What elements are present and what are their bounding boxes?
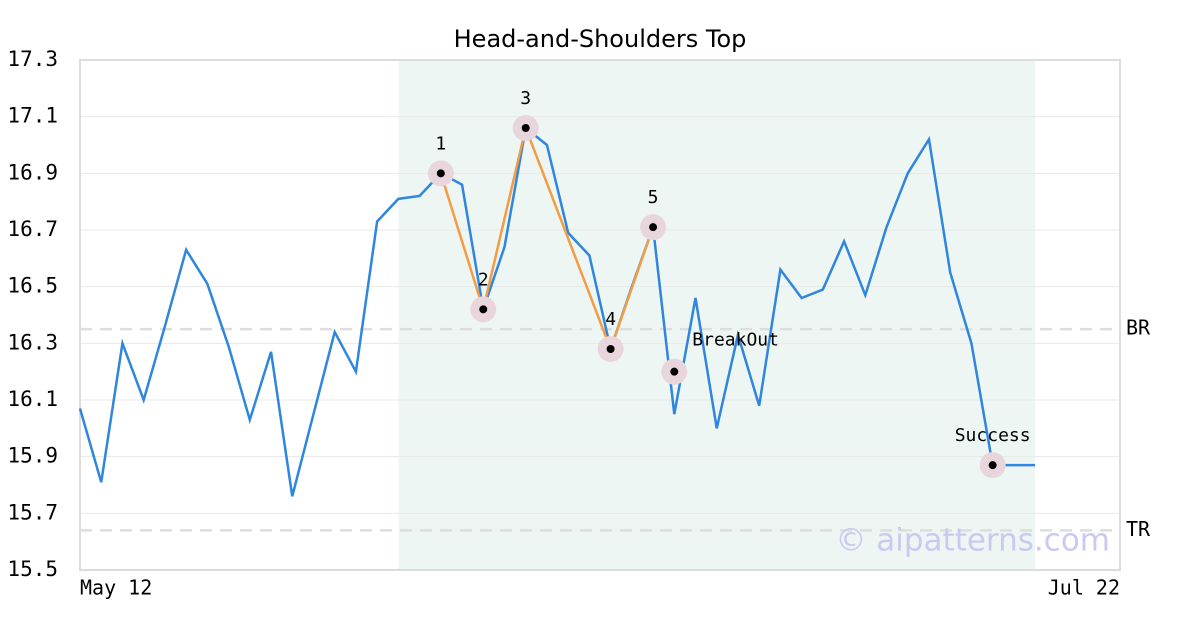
marker-dot (436, 169, 445, 178)
y-tick-label: 15.5 (7, 557, 58, 581)
watermark: © aipatterns.com (835, 523, 1110, 559)
y-tick-label: 16.5 (7, 274, 58, 298)
y-tick-label: 17.1 (7, 104, 58, 128)
plot-frame (79, 59, 1121, 571)
point-label: 5 (648, 187, 659, 208)
marker-dot (670, 367, 679, 376)
level-label: TR (1126, 517, 1151, 541)
level-label: BR (1126, 316, 1151, 340)
marker-dot (479, 305, 488, 314)
marker-dot (606, 345, 615, 353)
price-line (78, 125, 1036, 497)
y-tick-label: 16.3 (7, 330, 58, 354)
x-tick-label: May 12 (80, 576, 152, 600)
y-tick-label: 15.7 (7, 500, 58, 524)
y-tick-label: 16.1 (7, 387, 58, 411)
y-tick-label: 16.7 (7, 217, 58, 241)
point-label: 3 (520, 88, 531, 109)
marker-dot (649, 223, 658, 232)
point-label: Success (955, 425, 1031, 446)
y-tick-label: 16.9 (7, 160, 58, 184)
marker-dot (521, 124, 530, 132)
marker-dot (988, 461, 997, 470)
y-tick-label: 17.3 (7, 47, 58, 71)
point-label: 1 (435, 133, 446, 154)
chart-title: Head-and-Shoulders Top (454, 25, 747, 53)
point-label: 2 (478, 269, 489, 290)
x-tick-label: Jul 22 (1048, 576, 1120, 600)
point-label: 4 (605, 309, 616, 330)
point-label: BreakOut (692, 330, 779, 351)
y-tick-label: 15.9 (7, 444, 58, 468)
